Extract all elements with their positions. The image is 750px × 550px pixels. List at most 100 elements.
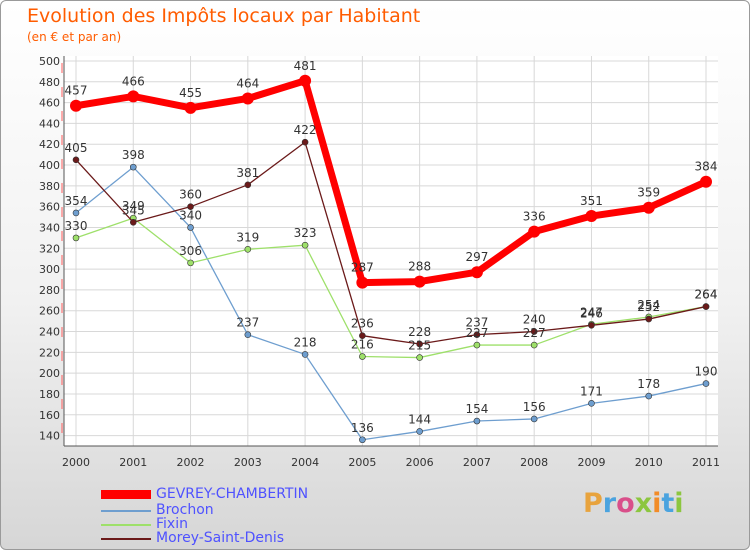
legend-swatch <box>101 510 151 512</box>
data-point-morey-saint-denis <box>702 303 710 310</box>
data-label-morey-saint-denis: 246 <box>580 306 603 320</box>
data-point-fixin <box>244 246 252 253</box>
data-label-morey-saint-denis: 240 <box>523 313 546 327</box>
data-label-fixin: 264 <box>695 288 718 302</box>
data-label-brochon: 144 <box>408 412 431 426</box>
logo-letter: t <box>661 488 675 519</box>
data-point-fixin <box>301 241 309 249</box>
data-point-brochon <box>359 436 366 444</box>
x-tick-label: 2011 <box>692 456 720 469</box>
data-point-brochon <box>645 392 653 400</box>
logo-letter: x <box>634 488 653 519</box>
data-label-gevrey-chambertin: 481 <box>294 59 317 73</box>
legend-label: Morey-Saint-Denis <box>156 530 285 546</box>
data-point-morey-saint-denis <box>645 315 653 323</box>
x-tick-label: 2000 <box>62 456 90 469</box>
data-label-brochon: 237 <box>236 316 259 330</box>
data-point-morey-saint-denis <box>301 138 309 146</box>
y-tick-label: 200 <box>39 367 60 380</box>
data-label-brochon: 154 <box>465 402 488 416</box>
data-label-gevrey-chambertin: 384 <box>695 160 718 174</box>
data-label-fixin: 319 <box>236 230 259 244</box>
chart-title: Evolution des Impôts locaux par Habitant <box>27 5 421 27</box>
data-label-gevrey-chambertin: 287 <box>351 261 374 275</box>
data-point-morey-saint-denis <box>72 156 80 164</box>
data-label-fixin: 323 <box>294 226 317 240</box>
series-line-morey-saint-denis <box>75 141 707 345</box>
data-point-morey-saint-denis <box>473 331 481 338</box>
data-point-brochon <box>416 428 423 435</box>
data-label-morey-saint-denis: 252 <box>637 300 660 314</box>
chart-subtitle: (en € et par an) <box>27 30 122 44</box>
y-tick-label: 380 <box>39 180 60 193</box>
y-tick-label: 340 <box>39 221 60 234</box>
data-point-morey-saint-denis <box>588 321 595 329</box>
y-tick-label: 420 <box>39 138 60 151</box>
proxiti-logo: Proxiti <box>583 488 684 519</box>
data-label-morey-saint-denis: 381 <box>236 166 259 180</box>
logo-letter: r <box>602 488 617 519</box>
data-label-gevrey-chambertin: 336 <box>523 210 546 224</box>
y-tick-label: 180 <box>39 388 60 401</box>
data-label-brochon: 190 <box>695 365 718 379</box>
data-point-gevrey-chambertin <box>413 275 426 288</box>
data-point-gevrey-chambertin <box>70 99 82 112</box>
legend-label: Brochon <box>156 502 214 518</box>
data-point-gevrey-chambertin <box>127 90 140 103</box>
data-label-morey-saint-denis: 405 <box>65 141 88 155</box>
data-point-fixin <box>530 341 538 349</box>
y-tick-label: 300 <box>39 263 60 276</box>
data-label-gevrey-chambertin: 351 <box>580 194 603 208</box>
data-label-gevrey-chambertin: 359 <box>637 186 660 200</box>
data-point-gevrey-chambertin <box>642 201 655 214</box>
y-tick-label: 220 <box>39 346 60 359</box>
series-line-fixin <box>75 217 707 359</box>
data-point-brochon <box>129 163 137 171</box>
x-tick-label: 2008 <box>520 456 548 469</box>
y-tick-label: 280 <box>39 284 60 297</box>
y-tick-label: 160 <box>39 409 60 422</box>
data-label-fixin: 247 <box>580 305 603 319</box>
data-point-gevrey-chambertin <box>356 276 369 289</box>
data-point-brochon <box>301 351 309 358</box>
data-label-brochon: 354 <box>65 194 88 208</box>
data-label-gevrey-chambertin: 464 <box>236 76 259 90</box>
data-point-fixin <box>473 341 481 349</box>
data-point-morey-saint-denis <box>187 203 194 210</box>
data-label-fixin: 330 <box>65 219 88 233</box>
legend-label: GEVREY-CHAMBERTIN <box>156 486 309 502</box>
data-label-fixin: 349 <box>122 199 145 213</box>
data-label-brochon: 340 <box>179 208 202 222</box>
data-point-morey-saint-denis <box>359 332 366 340</box>
data-label-morey-saint-denis: 228 <box>408 325 431 339</box>
x-tick-label: 2007 <box>463 456 491 469</box>
data-label-morey-saint-denis: 264 <box>695 288 718 302</box>
data-point-fixin <box>416 354 423 361</box>
logo-letter: P <box>583 488 603 519</box>
data-label-fixin: 215 <box>408 339 431 353</box>
data-label-morey-saint-denis: 422 <box>294 123 317 137</box>
data-label-morey-saint-denis: 236 <box>351 317 374 331</box>
data-point-fixin <box>359 353 366 360</box>
data-point-brochon <box>72 209 80 217</box>
data-point-morey-saint-denis <box>244 181 252 189</box>
data-point-gevrey-chambertin <box>528 225 541 238</box>
data-label-brochon: 398 <box>122 148 145 162</box>
y-tick-label: 440 <box>39 117 60 130</box>
data-label-brochon: 171 <box>580 384 603 398</box>
data-point-brochon <box>588 400 595 407</box>
data-point-brochon <box>473 417 481 425</box>
data-label-morey-saint-denis: 360 <box>179 188 202 202</box>
x-tick-label: 2010 <box>635 456 663 469</box>
y-tick-label: 400 <box>39 159 60 172</box>
data-point-brochon <box>187 224 194 231</box>
data-label-fixin: 254 <box>637 298 660 312</box>
y-tick-label: 260 <box>39 305 60 318</box>
data-point-gevrey-chambertin <box>241 92 254 105</box>
y-tick-label: 320 <box>39 242 60 255</box>
y-tick-label: 360 <box>39 201 60 214</box>
series-line-gevrey-chambertin <box>72 77 710 287</box>
data-label-gevrey-chambertin: 288 <box>408 260 431 274</box>
